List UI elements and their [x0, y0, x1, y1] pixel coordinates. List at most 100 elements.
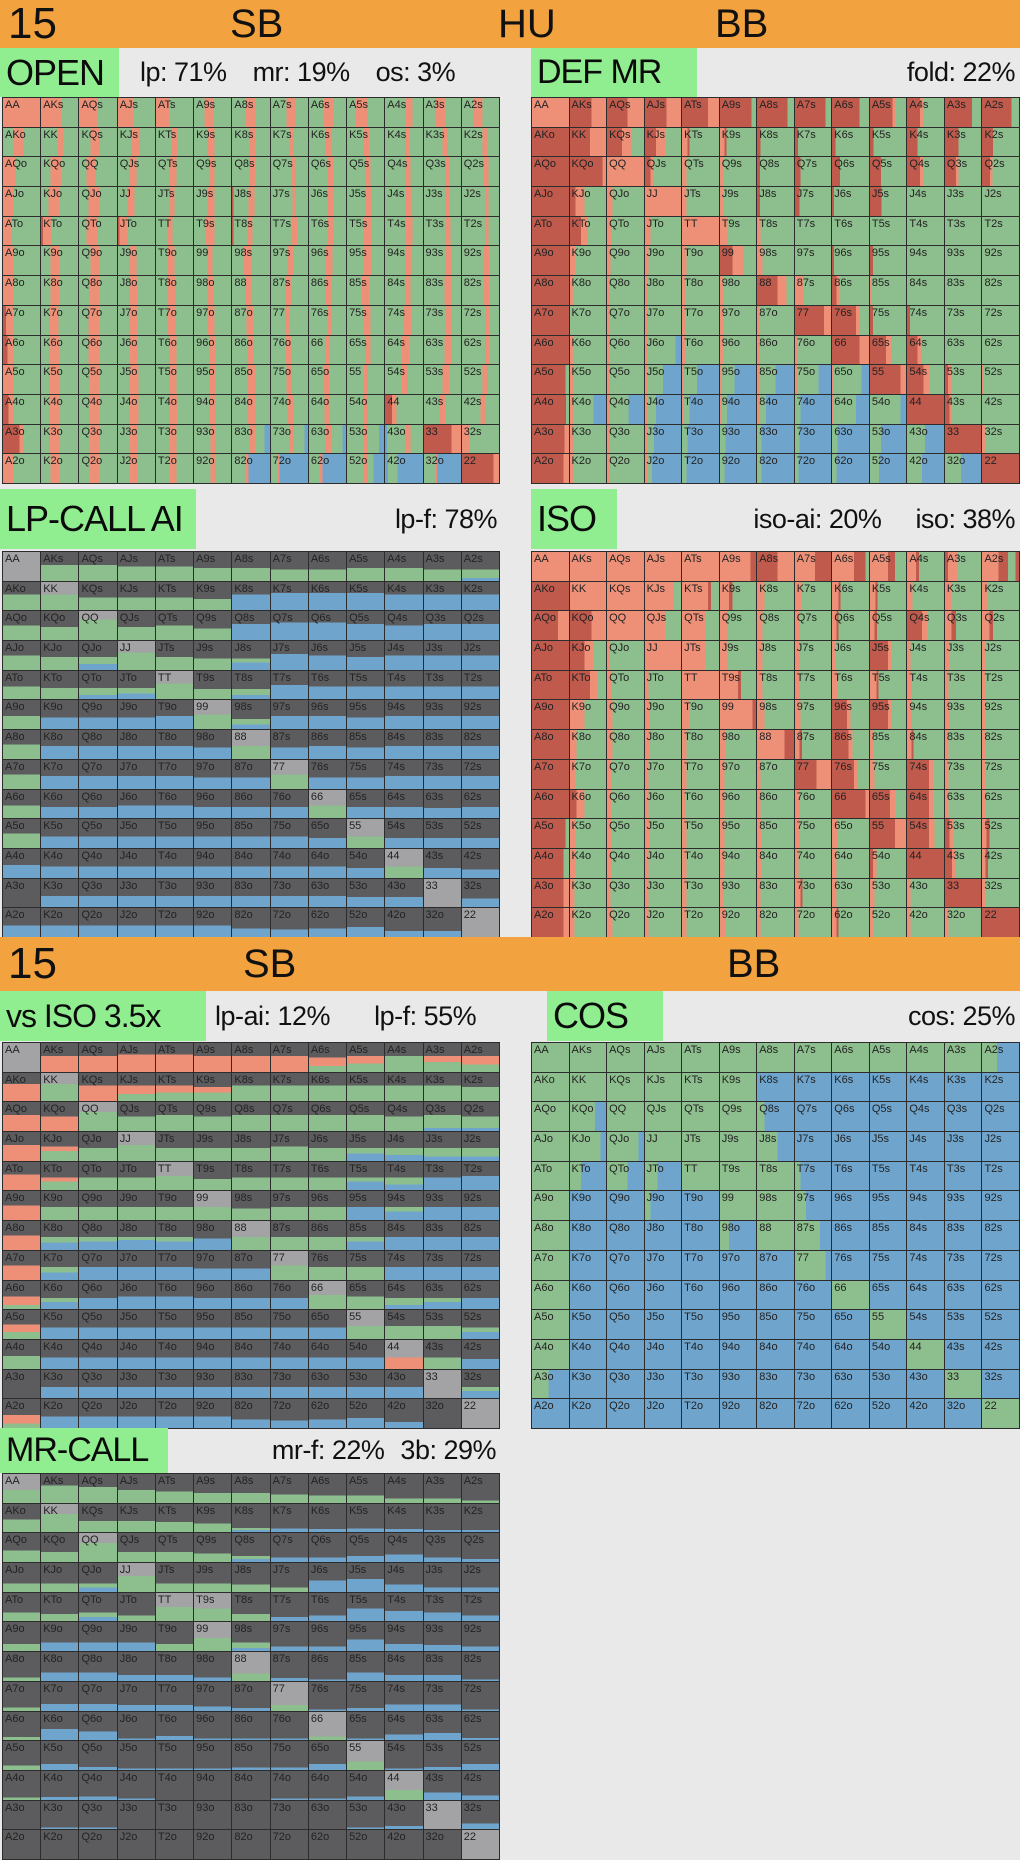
- hand-cell-32o: 32o: [423, 454, 461, 483]
- hand-label: J6o: [646, 336, 665, 349]
- stack-size: 15: [8, 939, 57, 988]
- hand-cell-55: 55: [347, 1310, 385, 1339]
- hand-label: 82s: [984, 731, 1003, 744]
- hand-cell-J2o: J2o: [117, 454, 155, 483]
- hand-label: ATo: [534, 1162, 553, 1175]
- hand-label: 74o: [272, 1771, 291, 1784]
- hand-label: Q7o: [81, 760, 103, 773]
- hand-cell-A7s: A7s: [794, 98, 832, 127]
- hand-cell-K6o: K6o: [41, 1711, 79, 1741]
- hand-cell-JTs: JTs: [155, 641, 194, 670]
- hand-label: 87o: [234, 760, 253, 773]
- hand-cell-86o: 86o: [232, 1280, 270, 1310]
- hand-cell-AKs: AKs: [569, 552, 607, 581]
- hand-label: T6s: [310, 1593, 330, 1606]
- hand-cell-K4s: K4s: [907, 581, 944, 611]
- hand-cell-Q5o: Q5o: [607, 819, 644, 848]
- hand-cell-86s: 86s: [308, 276, 347, 305]
- hand-label: A9o: [534, 247, 554, 260]
- hand-cell-Q3o: Q3o: [607, 424, 644, 454]
- hand-label: AJo: [534, 1133, 553, 1146]
- hand-cell-AQo: AQo: [3, 1533, 41, 1563]
- hand-cell-J8o: J8o: [117, 730, 155, 759]
- hand-label: A2s: [984, 1044, 1004, 1056]
- hand-cell-QTo: QTo: [607, 670, 644, 700]
- hand-label: A4o: [534, 849, 554, 862]
- hand-cell-Q7o: Q7o: [607, 1250, 644, 1280]
- hand-cell-73o: 73o: [794, 878, 832, 908]
- hand-label: A2o: [5, 455, 25, 468]
- hand-cell-43s: 43s: [423, 848, 461, 878]
- hand-cell-A4s: A4s: [385, 1474, 423, 1503]
- hand-cell-JJ: JJ: [117, 641, 155, 670]
- hand-cell-54s: 54s: [907, 365, 944, 394]
- hand-cell-82s: 82s: [461, 730, 499, 759]
- hand-cell-J7s: J7s: [270, 1132, 308, 1161]
- hand-cell-J2o: J2o: [644, 908, 682, 937]
- hand-cell-52s: 52s: [982, 1310, 1019, 1339]
- hand-cell-Q9o: Q9o: [607, 700, 644, 730]
- hand-label: A8s: [759, 553, 779, 565]
- hand-label: 66: [310, 1281, 324, 1294]
- hand-label: K9o: [571, 701, 592, 714]
- hand-label: 66: [310, 790, 324, 803]
- hand-cell-T5o: T5o: [682, 819, 719, 848]
- hand-label: J3o: [646, 879, 665, 892]
- hand-cell-65s: 65s: [869, 1280, 907, 1310]
- hand-label: A9o: [5, 1623, 25, 1636]
- hand-label: Q7s: [272, 1534, 293, 1547]
- hand-label: A6o: [5, 1281, 25, 1294]
- hand-cell-J7o: J7o: [644, 1250, 682, 1280]
- hand-cell-94o: 94o: [194, 394, 232, 424]
- hand-cell-84s: 84s: [385, 730, 423, 759]
- hand-cell-T5o: T5o: [682, 365, 719, 394]
- hand-cell-K9o: K9o: [569, 246, 607, 276]
- hand-cell-62o: 62o: [832, 908, 869, 937]
- hand-cell-T3o: T3o: [155, 424, 194, 454]
- hand-cell-72o: 72o: [794, 1399, 832, 1428]
- hand-cell-A8s: A8s: [232, 1474, 270, 1503]
- hand-label: J2o: [646, 909, 665, 922]
- hand-label: 64o: [834, 395, 853, 408]
- hand-label: A2o: [534, 455, 554, 468]
- hand-cell-72o: 72o: [270, 1399, 308, 1428]
- hand-label: A6s: [834, 553, 854, 565]
- hand-label: 64o: [310, 395, 330, 408]
- hand-cell-Q2o: Q2o: [607, 908, 644, 937]
- hand-label: 43o: [909, 879, 928, 892]
- hand-cell-T3o: T3o: [682, 424, 719, 454]
- hand-label: 43o: [909, 425, 928, 438]
- hand-cell-J4o: J4o: [117, 1770, 155, 1800]
- hand-label: A2s: [984, 553, 1004, 565]
- hand-label: 66: [834, 790, 847, 803]
- hand-label: 53o: [349, 879, 368, 892]
- hand-cell-KTo: KTo: [569, 216, 607, 246]
- section-title-mrcall: MR-CALL: [0, 1428, 168, 1473]
- hand-cell-93s: 93s: [944, 1191, 982, 1221]
- hand-cell-QQ: QQ: [607, 157, 644, 187]
- hand-cell-84s: 84s: [907, 276, 944, 305]
- hand-label: Q6s: [834, 612, 855, 625]
- hand-label: 85s: [349, 1653, 367, 1666]
- hand-label: KQs: [609, 582, 631, 595]
- hand-cell-Q7o: Q7o: [79, 1681, 117, 1711]
- hand-label: K5s: [871, 128, 891, 141]
- hand-label: J8o: [119, 1222, 138, 1235]
- hand-cell-99: 99: [719, 1191, 757, 1221]
- hand-label: A8s: [234, 553, 254, 565]
- hand-label: 63s: [425, 1712, 444, 1725]
- hand-label: 42o: [909, 455, 928, 468]
- hand-cell-K3s: K3s: [423, 127, 461, 157]
- hand-cell-84o: 84o: [232, 394, 270, 424]
- hand-cell-T5o: T5o: [155, 1741, 194, 1770]
- hand-cell-J4o: J4o: [117, 848, 155, 878]
- hand-label: QTo: [81, 217, 102, 230]
- hand-cell-J2s: J2s: [461, 187, 499, 216]
- hand-cell-K6o: K6o: [41, 335, 79, 365]
- hand-label: AQs: [81, 553, 103, 565]
- hand-cell-T2o: T2o: [155, 454, 194, 483]
- hand-label: 83s: [425, 1653, 444, 1666]
- hand-label: 64o: [310, 1340, 330, 1353]
- hand-label: T5s: [871, 671, 891, 684]
- hand-label: Q3o: [81, 879, 103, 892]
